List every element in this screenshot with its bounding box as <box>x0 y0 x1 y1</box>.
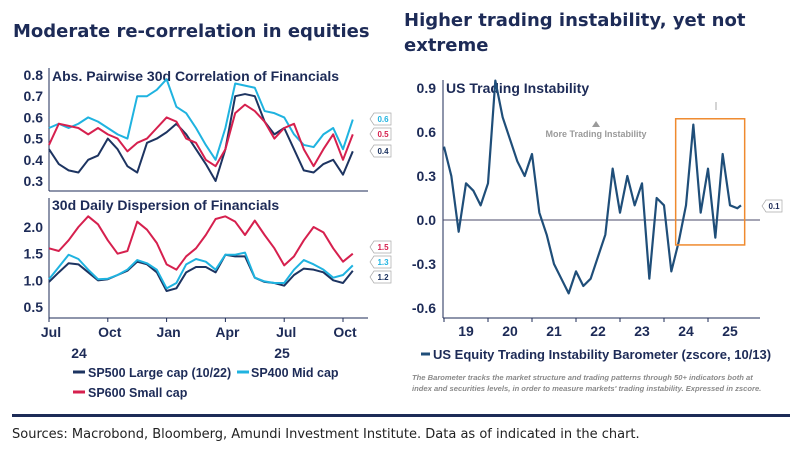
correlation-chart: Abs. Pairwise 30d Correlation of Financi… <box>24 67 392 192</box>
x-tick-label: 24 <box>678 323 694 339</box>
end-value-flag <box>369 240 392 254</box>
x-tick-label: 19 <box>458 323 474 339</box>
instability-chart-title: US Trading Instability <box>446 80 589 96</box>
end-value-label: 1.5 <box>377 243 389 252</box>
x-tick-label: 21 <box>546 323 562 339</box>
up-arrow-icon <box>592 121 600 127</box>
year-label: 25 <box>274 345 290 361</box>
legend-item-barometer: US Equity Trading Instability Barometer … <box>421 347 771 362</box>
y-tick-label: 0.8 <box>24 67 44 83</box>
x-tick-label: 20 <box>502 323 518 339</box>
end-value-label: 0.5 <box>377 130 389 139</box>
y-tick-label: 2.0 <box>24 219 44 235</box>
barometer-note-line1: The Barometer tracks the market structur… <box>412 373 753 382</box>
footer-divider <box>12 414 790 417</box>
year-label: 24 <box>71 345 87 361</box>
right-title: Higher trading instability, yet not extr… <box>404 10 746 56</box>
end-value-flag <box>369 270 392 284</box>
y-tick-label: 0.5 <box>24 131 44 147</box>
y-tick-label: 0.0 <box>417 212 437 228</box>
left-title: Moderate re-correlation in equities <box>13 21 370 42</box>
y-tick-label: 0.4 <box>24 152 44 168</box>
end-value-flag <box>369 112 392 126</box>
x-tick-label: 25 <box>722 323 738 339</box>
y-tick-label: 1.0 <box>24 272 44 288</box>
end-value-flag <box>369 255 392 269</box>
end-value-flag <box>369 144 392 158</box>
series-line <box>48 215 354 271</box>
svg-text:SP600 Small cap: SP600 Small cap <box>88 386 188 400</box>
svg-text:US Equity Trading Instability: US Equity Trading Instability Barometer … <box>433 347 771 362</box>
x-tick-label: Jul <box>276 324 296 340</box>
y-tick-label: 0.7 <box>24 88 44 104</box>
end-value-label: 1.3 <box>377 258 389 267</box>
legend: SP500 Large cap (10/22) SP400 Mid cap SP… <box>73 347 771 400</box>
sources-text: Sources: Macrobond, Bloomberg, Amundi In… <box>12 427 640 442</box>
dispersion-chart-title: 30d Daily Dispersion of Financials <box>52 197 279 213</box>
y-tick-label: 0.3 <box>24 173 44 189</box>
correlation-chart-title: Abs. Pairwise 30d Correlation of Financi… <box>52 68 339 84</box>
y-tick-label: -0.6 <box>412 300 436 316</box>
end-value-label: 0.6 <box>377 115 389 124</box>
series-line <box>48 78 354 161</box>
x-tick-label: Jan <box>157 324 181 340</box>
y-tick-label: 0.3 <box>417 168 437 184</box>
end-value-flag <box>761 199 783 213</box>
y-tick-label: 0.9 <box>417 80 437 96</box>
series-line <box>48 103 354 168</box>
y-tick-label: 0.5 <box>24 299 44 315</box>
legend-item-sp500: SP500 Large cap (10/22) <box>73 366 231 380</box>
svg-text:SP500 Large cap (10/22): SP500 Large cap (10/22) <box>88 366 231 380</box>
x-tick-label: Jul <box>41 324 61 340</box>
x-tick-label: Apr <box>215 324 240 340</box>
end-value-label: 0.4 <box>377 147 389 156</box>
instability-chart: US Trading Instability More Trading Inst… <box>412 79 783 339</box>
highlight-box <box>674 118 746 246</box>
annotation-text: More Trading Instability <box>545 129 646 139</box>
y-tick-label: 1.5 <box>24 246 44 262</box>
legend-item-sp600: SP600 Small cap <box>73 386 188 400</box>
y-tick-label: -0.3 <box>412 256 436 272</box>
series-line <box>48 93 354 182</box>
x-tick-label: 23 <box>634 323 650 339</box>
legend-item-sp400: SP400 Mid cap <box>237 366 339 380</box>
barometer-note-line2: index and securities levels, in order to… <box>412 384 761 393</box>
end-value-label: 0.1 <box>768 202 780 211</box>
end-value-flag <box>369 127 392 141</box>
x-tick-label: Oct <box>333 324 357 340</box>
x-tick-label: Oct <box>98 324 122 340</box>
y-tick-label: 0.6 <box>417 124 437 140</box>
end-value-label: 1.2 <box>377 273 389 282</box>
dispersion-chart: 30d Daily Dispersion of Financials 0.5 1.… <box>24 197 392 361</box>
x-tick-label: 22 <box>590 323 606 339</box>
series-line <box>48 251 354 290</box>
svg-text:SP400 Mid cap: SP400 Mid cap <box>251 366 339 380</box>
y-tick-label: 0.6 <box>24 109 44 125</box>
series-line <box>442 79 742 295</box>
